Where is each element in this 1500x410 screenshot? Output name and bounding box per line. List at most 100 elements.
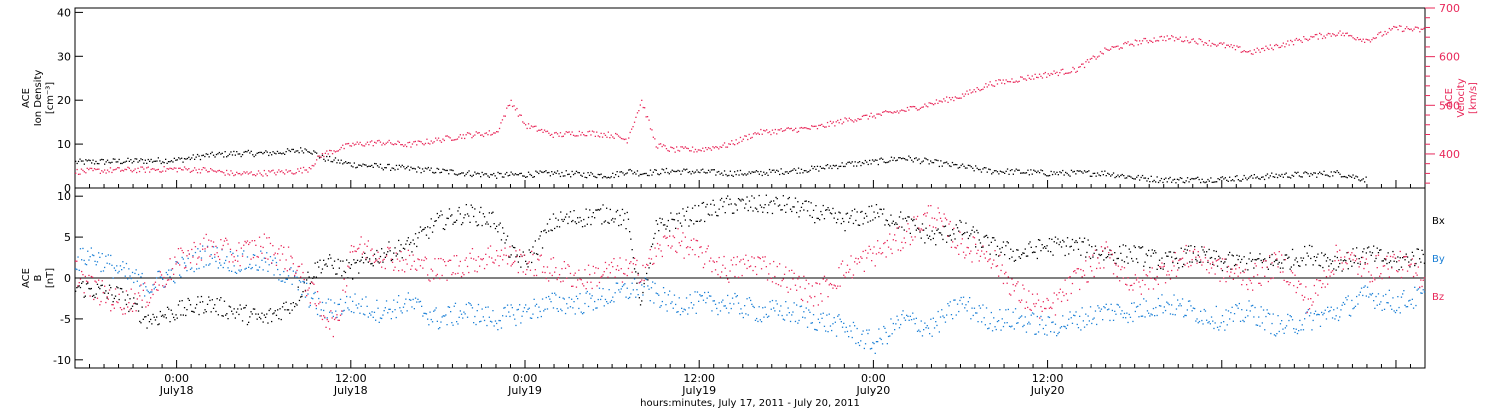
velocity-point [1118, 48, 1120, 50]
ion-density-point [1268, 177, 1270, 179]
velocity-point [424, 142, 427, 145]
bz-point [423, 259, 425, 262]
by-point [489, 320, 492, 322]
ion-density-point [985, 167, 987, 169]
ion-density-point [906, 159, 909, 161]
bx-point [988, 244, 990, 246]
bz-point [238, 242, 240, 244]
bz-point [477, 256, 480, 258]
by-point [1092, 318, 1094, 320]
velocity-point [667, 149, 669, 152]
bx-point [133, 297, 135, 299]
ion-density-point [1073, 170, 1075, 173]
by-point [216, 247, 218, 249]
ion-density-point [1089, 175, 1091, 177]
bz-point [780, 285, 782, 287]
ion-density-point [1182, 181, 1184, 183]
bx-point [589, 209, 591, 211]
by-point [913, 318, 915, 320]
bz-point [377, 251, 379, 253]
velocity-point [316, 159, 318, 161]
bx-point [1402, 257, 1404, 259]
bx-point [923, 229, 925, 231]
ion-density-point [1362, 178, 1364, 180]
by-point [589, 293, 591, 295]
by-point [1250, 305, 1253, 307]
bz-point [519, 249, 521, 251]
velocity-point [742, 138, 744, 140]
bx-point [1041, 244, 1043, 246]
bx-point [567, 222, 569, 225]
velocity-point [143, 168, 145, 170]
ion-density-point [183, 158, 186, 160]
by-point [987, 328, 989, 330]
bx-point [1152, 252, 1155, 254]
bz-point [766, 279, 769, 281]
by-point [294, 275, 296, 278]
bx-point [881, 213, 884, 215]
by-point [1279, 323, 1282, 325]
ion-density-point [793, 168, 795, 170]
bx-point [210, 311, 212, 313]
velocity-point [361, 144, 363, 146]
bz-point [591, 287, 593, 290]
bx-point [509, 256, 511, 258]
bx-point [785, 211, 787, 213]
bx-point [744, 207, 746, 209]
bx-point [930, 239, 932, 241]
by-point [1044, 333, 1046, 335]
bx-point [862, 223, 864, 225]
velocity-point [880, 114, 882, 116]
velocity-point [1031, 75, 1033, 77]
bz-point [144, 282, 146, 284]
velocity-point [1004, 83, 1006, 85]
velocity-point [1375, 37, 1377, 39]
velocity-point [562, 135, 564, 137]
velocity-point [1388, 27, 1390, 30]
ion-density-point [543, 171, 546, 173]
velocity-point [355, 143, 357, 145]
velocity-point [781, 130, 784, 132]
bx-point [694, 204, 696, 207]
ion-density-point [376, 165, 379, 167]
velocity-point [623, 138, 625, 141]
by-point [592, 309, 594, 311]
bx-point [1203, 251, 1205, 253]
ion-density-point [1107, 172, 1109, 174]
velocity-point [1065, 72, 1067, 74]
bx-point [1057, 238, 1059, 240]
by-point [1011, 325, 1013, 327]
ion-density-point [1272, 176, 1274, 178]
ion-density-point [1002, 171, 1004, 173]
ion-density-point [1316, 176, 1318, 178]
by-point [191, 267, 193, 269]
by-point [306, 282, 308, 284]
by-point [257, 269, 259, 271]
bx-point [448, 208, 451, 210]
bx-point [289, 312, 291, 314]
velocity-point [1091, 57, 1093, 60]
bx-point [1354, 255, 1357, 257]
velocity-point [205, 169, 207, 171]
bz-point [666, 236, 668, 239]
bx-point [1347, 268, 1349, 270]
bx-point [152, 313, 154, 316]
velocity-point [943, 98, 945, 100]
by-point [1206, 319, 1208, 321]
bx-point [189, 304, 192, 306]
velocity-point [930, 102, 932, 104]
by-point [505, 315, 507, 317]
by-point [316, 313, 319, 316]
velocity-point [307, 171, 309, 173]
velocity-point [1022, 78, 1025, 80]
by-point [1248, 300, 1250, 302]
bx-point [179, 300, 181, 302]
by-point [1382, 295, 1384, 297]
ion-density-point [1159, 180, 1161, 182]
ion-density-point [420, 172, 422, 174]
bx-point [918, 228, 920, 230]
ion-density-point [1130, 176, 1132, 178]
ion-density-point [572, 173, 575, 176]
by-point [1236, 305, 1238, 307]
bx-point [803, 209, 805, 211]
